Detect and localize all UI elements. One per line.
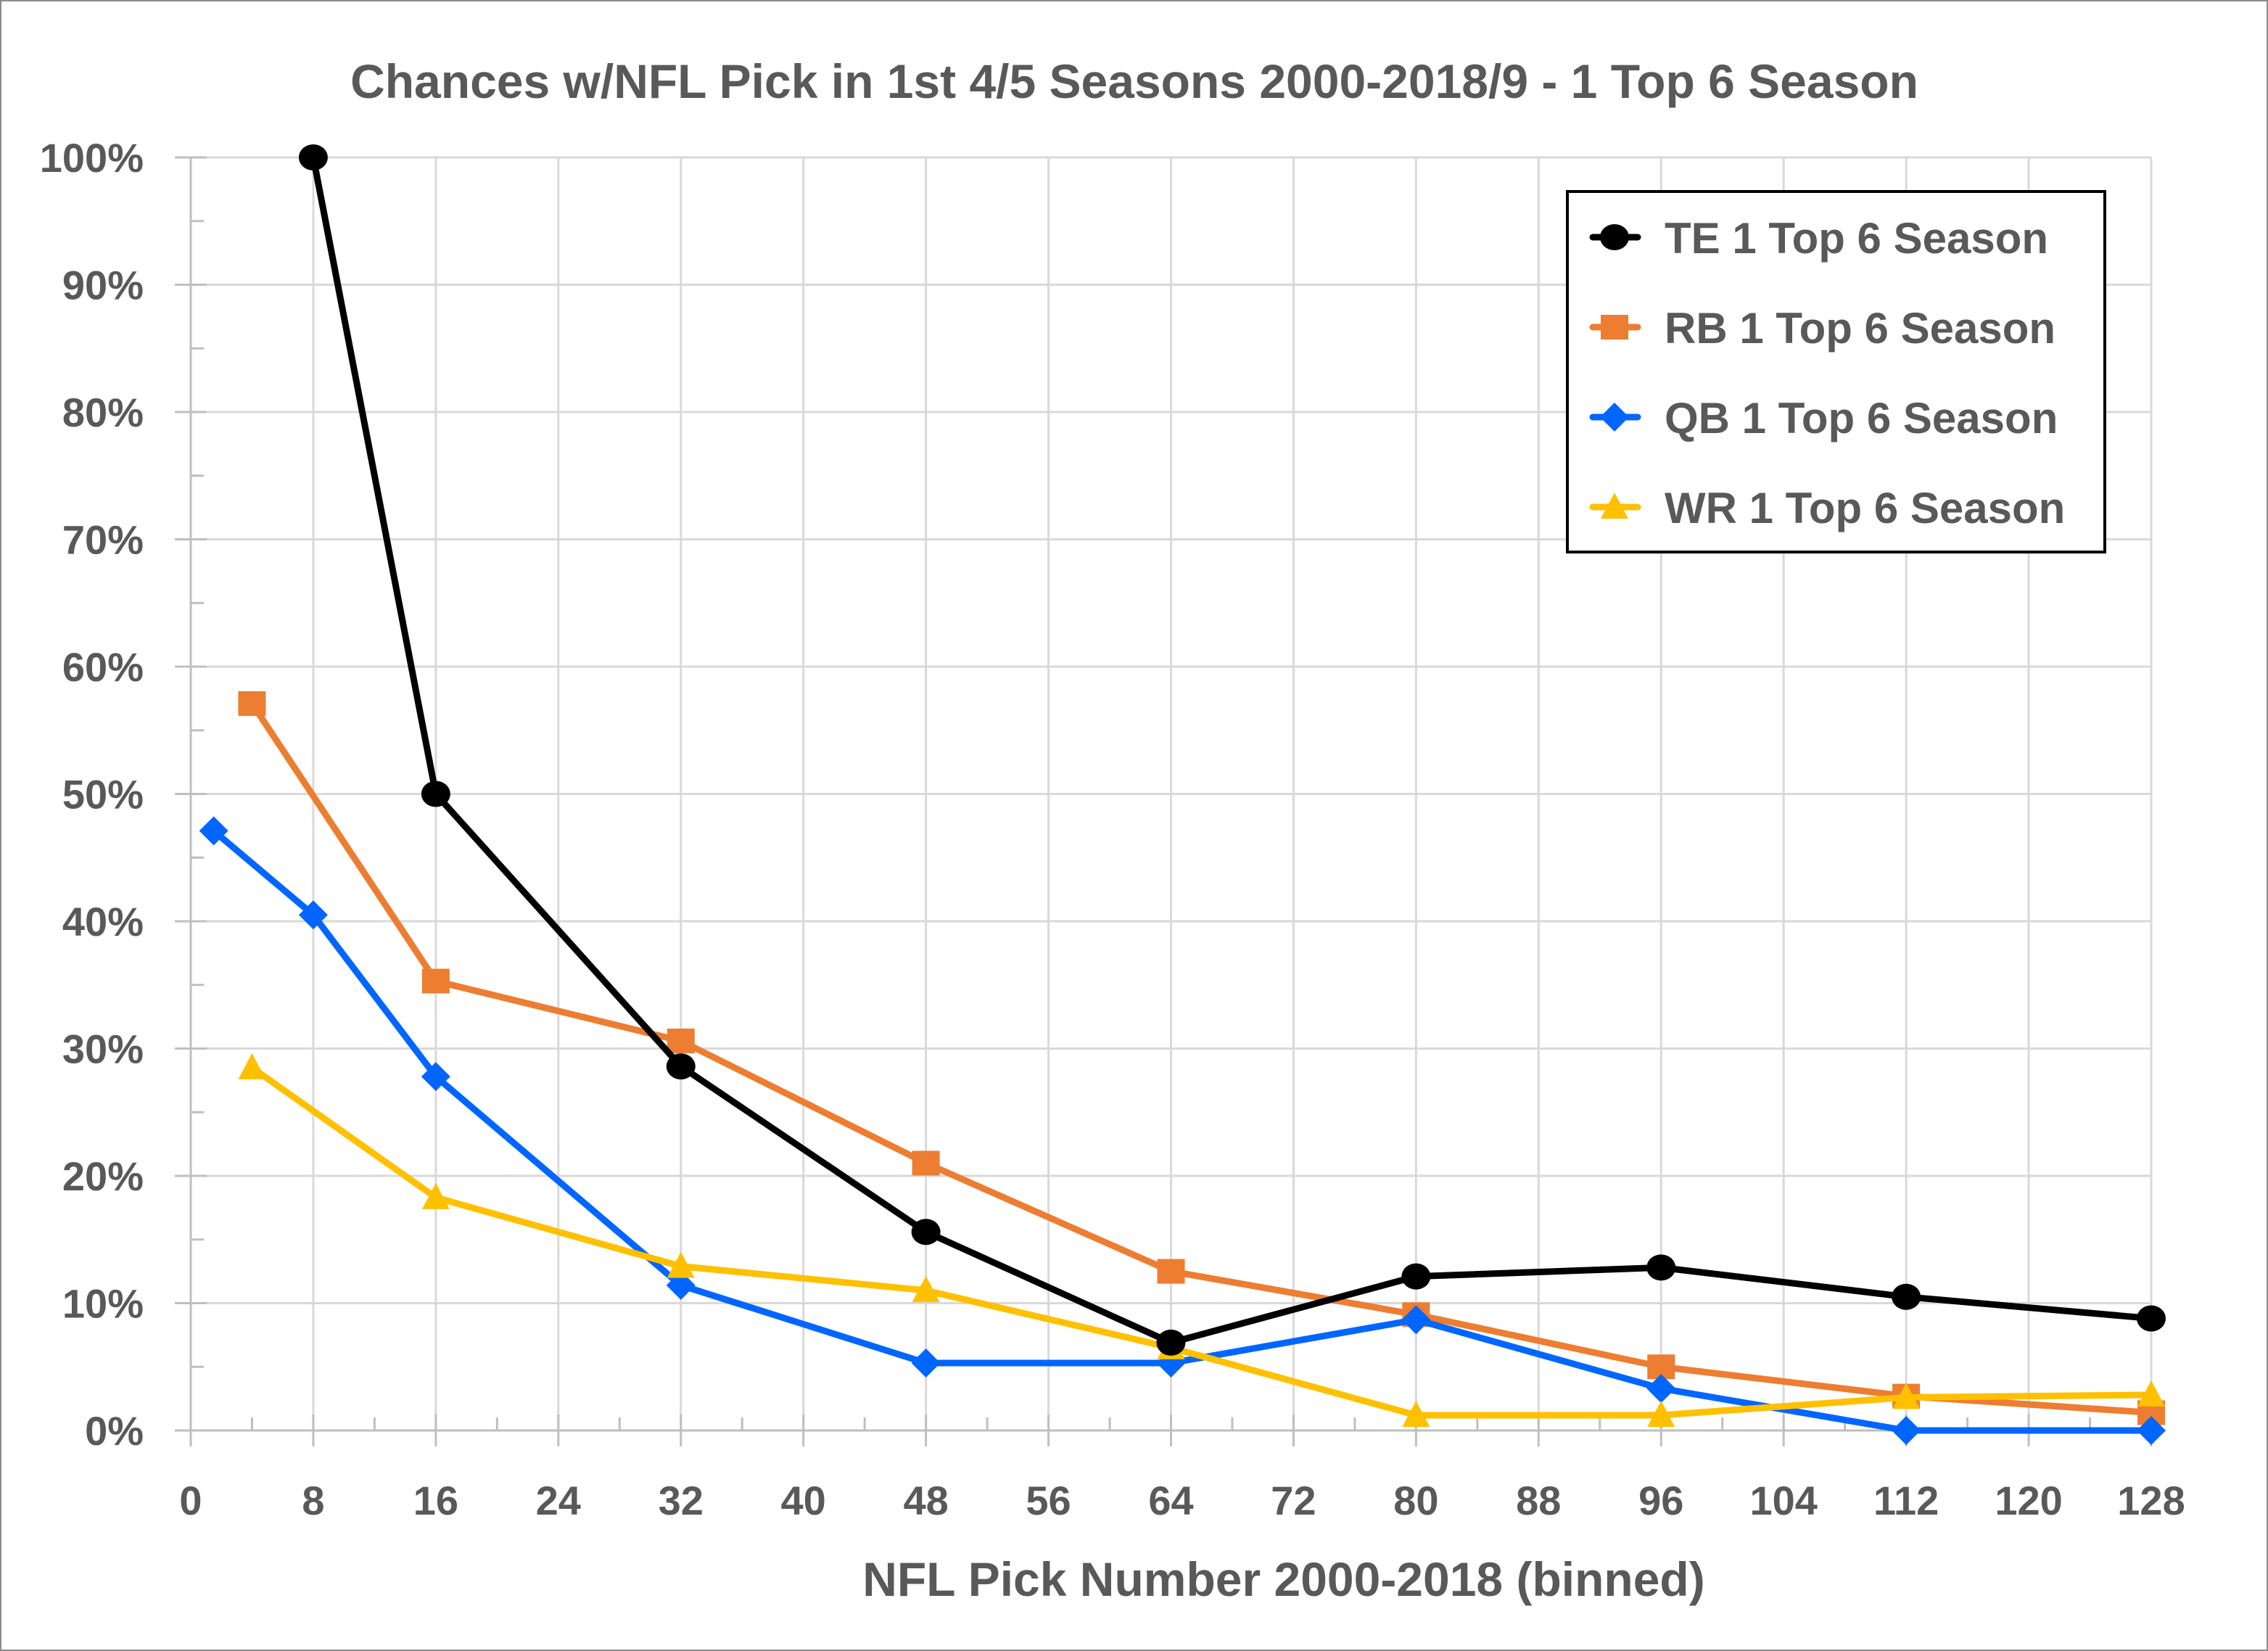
data-point-diamond	[1401, 1305, 1431, 1335]
square-marker-icon	[1601, 315, 1628, 339]
data-point-square	[667, 1028, 695, 1053]
y-tick-label: 30%	[62, 1026, 144, 1072]
x-tick-label: 0	[179, 1478, 202, 1523]
y-tick-label: 20%	[62, 1153, 144, 1199]
series-line	[249, 701, 2152, 1416]
chart-title: Chances w/NFL Pick in 1st 4/5 Seasons 20…	[350, 54, 1918, 108]
x-tick-label: 40	[781, 1478, 826, 1523]
y-tick-label: 50%	[62, 772, 144, 818]
data-point-triangle	[238, 1053, 266, 1079]
x-tick-label: 16	[413, 1478, 458, 1523]
data-point-diamond	[2137, 1416, 2166, 1445]
legend-item: TE 1 Top 6 Season	[1589, 214, 2048, 263]
data-point-diamond	[666, 1270, 696, 1300]
data-point-diamond	[911, 1348, 941, 1378]
data-point-diamond	[1892, 1416, 1921, 1445]
axes	[175, 156, 2153, 1446]
legend-item: WR 1 Top 6 Season	[1589, 484, 2065, 532]
x-axis-title: NFL Pick Number 2000-2018 (binned)	[862, 1552, 1704, 1606]
data-point-circle	[421, 781, 450, 807]
data-point-diamond	[1646, 1374, 1676, 1404]
data-point-circle	[2137, 1305, 2166, 1332]
legend-label: QB 1 Top 6 Season	[1665, 394, 2058, 442]
legend-label: TE 1 Top 6 Season	[1665, 214, 2048, 263]
x-tick-labels: 0 8 16 24 32 40 48 56 64 72 80 88 96 104 112 120 128	[179, 1478, 2185, 1523]
y-tick-label: 10%	[62, 1281, 144, 1327]
x-tick-label: 112	[1873, 1478, 1939, 1523]
x-tick-label: 128	[2117, 1478, 2185, 1523]
data-point-triangle	[667, 1251, 695, 1278]
x-tick-label: 8	[302, 1478, 324, 1523]
data-point-square	[238, 691, 266, 716]
series-line	[250, 1065, 2152, 1419]
data-point-diamond	[421, 1062, 450, 1092]
legend-item: RB 1 Top 6 Season	[1589, 304, 2055, 353]
x-tick-label: 48	[903, 1478, 948, 1523]
data-point-circle	[911, 1219, 941, 1246]
x-tick-label: 64	[1148, 1478, 1193, 1523]
x-tick-label: 72	[1271, 1478, 1316, 1523]
y-tick-label: 60%	[62, 644, 144, 690]
series-te	[298, 144, 2166, 1356]
data-point-triangle	[2137, 1380, 2165, 1407]
y-tick-labels: 0% 10% 20% 30% 40% 50% 60% 70% 80% 90% 100%	[40, 135, 144, 1454]
data-point-triangle	[1402, 1400, 1430, 1427]
x-tick-label: 104	[1749, 1478, 1817, 1523]
data-point-circle	[1646, 1254, 1676, 1281]
data-point-square	[1157, 1259, 1185, 1284]
legend-box	[1566, 190, 2106, 553]
y-tick-label: 70%	[62, 517, 144, 563]
x-tick-label: 24	[536, 1478, 581, 1523]
data-point-circle	[1401, 1263, 1431, 1290]
series-group	[199, 144, 2166, 1445]
data-point-square	[912, 1150, 940, 1176]
data-point-triangle	[912, 1275, 940, 1302]
data-point-circle	[1156, 1329, 1186, 1356]
series-rb	[238, 691, 2165, 1425]
data-point-circle	[298, 144, 328, 170]
data-point-circle	[666, 1053, 696, 1080]
series-wr	[238, 1053, 2165, 1427]
data-point-circle	[1892, 1283, 1921, 1310]
x-tick-label: 56	[1026, 1478, 1071, 1523]
triangle-marker-icon	[1601, 493, 1628, 519]
diamond-marker-icon	[1600, 403, 1629, 432]
y-tick-label: 90%	[62, 263, 144, 308]
legend-label: RB 1 Top 6 Season	[1665, 304, 2055, 353]
data-point-triangle	[1647, 1400, 1675, 1427]
circle-marker-icon	[1600, 224, 1629, 250]
x-tick-label: 88	[1516, 1478, 1561, 1523]
legend: TE 1 Top 6 Season RB 1 Top 6 Season QB 1 T…	[1566, 190, 2106, 553]
x-tick-label: 32	[659, 1478, 704, 1523]
y-tick-label: 40%	[62, 899, 144, 944]
x-tick-label: 80	[1393, 1478, 1438, 1523]
legend-item: QB 1 Top 6 Season	[1589, 394, 2058, 442]
data-point-triangle	[421, 1182, 450, 1209]
x-tick-label: 120	[1995, 1478, 2062, 1523]
data-point-triangle	[1892, 1383, 1921, 1409]
data-point-square	[421, 968, 450, 994]
x-tick-label: 96	[1638, 1478, 1683, 1523]
y-tick-label: 100%	[40, 135, 144, 181]
data-point-diamond	[199, 816, 228, 846]
data-point-diamond	[298, 900, 328, 930]
y-tick-label: 0%	[85, 1408, 144, 1454]
legend-label: WR 1 Top 6 Season	[1665, 484, 2065, 532]
y-tick-label: 80%	[62, 390, 144, 435]
